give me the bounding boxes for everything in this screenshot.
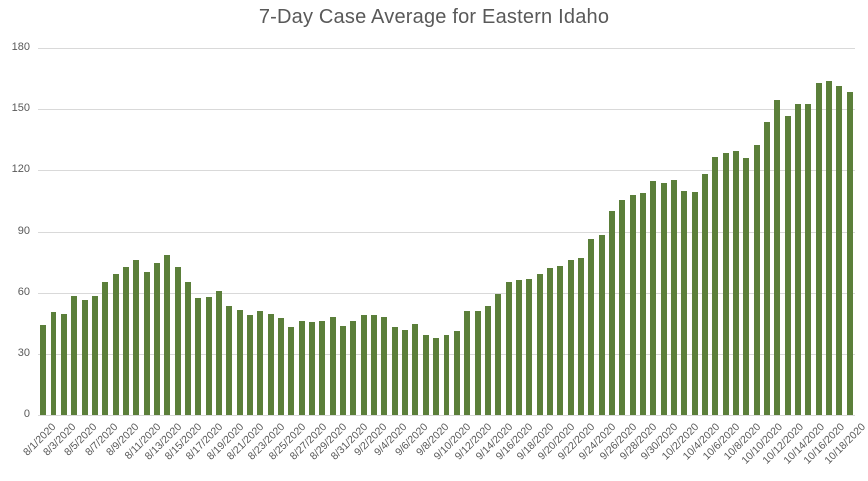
bar (412, 324, 419, 415)
bar (691, 192, 698, 415)
bar (329, 317, 336, 415)
bar (598, 234, 605, 415)
bar (505, 282, 512, 415)
y-tick-label: 0 (23, 408, 30, 420)
bar (722, 153, 729, 415)
bar (143, 271, 150, 415)
bar (50, 312, 57, 415)
bar (795, 103, 802, 415)
bar (267, 314, 274, 415)
bar (391, 326, 398, 415)
bar (774, 99, 781, 415)
gridline (38, 292, 855, 294)
bar (340, 325, 347, 415)
chart-title: 7-Day Case Average for Eastern Idaho (258, 6, 610, 28)
bar (288, 326, 295, 415)
bar (536, 274, 543, 415)
y-tick-label: 150 (11, 102, 30, 115)
bar (784, 115, 791, 415)
bar (619, 199, 626, 415)
bar (464, 311, 471, 415)
gridline (38, 231, 855, 233)
bar (381, 317, 388, 415)
bar (184, 282, 191, 415)
bar (371, 315, 378, 415)
bar (226, 306, 233, 415)
bar (557, 265, 564, 415)
bar (40, 325, 47, 415)
y-tick-label: 30 (17, 346, 30, 359)
gridline (38, 415, 855, 416)
bar (712, 157, 719, 415)
bar (546, 267, 553, 415)
bar (91, 296, 98, 415)
y-tick-label: 120 (11, 163, 30, 176)
bar (60, 314, 67, 415)
bar (81, 300, 88, 415)
bar (122, 267, 129, 415)
plot-area (38, 48, 855, 416)
bar (681, 190, 688, 415)
gridline (38, 109, 855, 111)
y-tick-label: 60 (17, 285, 30, 298)
bar (836, 85, 843, 415)
bar (422, 335, 429, 415)
bar (278, 318, 285, 415)
bar (815, 82, 822, 415)
bar (443, 335, 450, 415)
bar (526, 279, 533, 415)
bar (764, 122, 771, 415)
bar (247, 315, 253, 415)
y-tick-label: 90 (17, 224, 30, 237)
bar (215, 291, 222, 415)
bar (350, 321, 357, 415)
bar (577, 257, 584, 415)
bar (205, 297, 212, 415)
bar (71, 296, 78, 415)
gridline (38, 48, 855, 49)
bar (133, 260, 140, 415)
bar (112, 273, 119, 415)
bar (102, 282, 109, 415)
bar (733, 151, 740, 415)
bar (826, 80, 833, 415)
bar (588, 238, 595, 415)
bar (495, 293, 502, 415)
bar (608, 210, 615, 415)
bar (629, 195, 636, 415)
y-tick-label: 180 (11, 41, 30, 53)
gridline (38, 170, 855, 172)
bar (195, 298, 202, 415)
bar (650, 180, 657, 415)
bar (309, 322, 316, 415)
bar (567, 260, 574, 415)
bar (702, 174, 709, 415)
bar (474, 311, 481, 415)
bar (743, 158, 750, 415)
bar (753, 145, 760, 415)
bar (236, 310, 243, 415)
bar (153, 262, 160, 415)
bar (360, 315, 367, 415)
bar (298, 321, 305, 415)
bar (846, 91, 853, 415)
bar (164, 255, 171, 415)
bar (515, 280, 522, 415)
bar (805, 103, 812, 415)
bar (174, 267, 181, 415)
bar (319, 321, 326, 415)
bar (484, 306, 491, 415)
bar (660, 182, 667, 415)
bar (671, 179, 677, 415)
bar (639, 192, 646, 415)
bar (257, 311, 264, 415)
bar (453, 331, 460, 415)
bar (433, 338, 440, 415)
bar (402, 330, 409, 415)
